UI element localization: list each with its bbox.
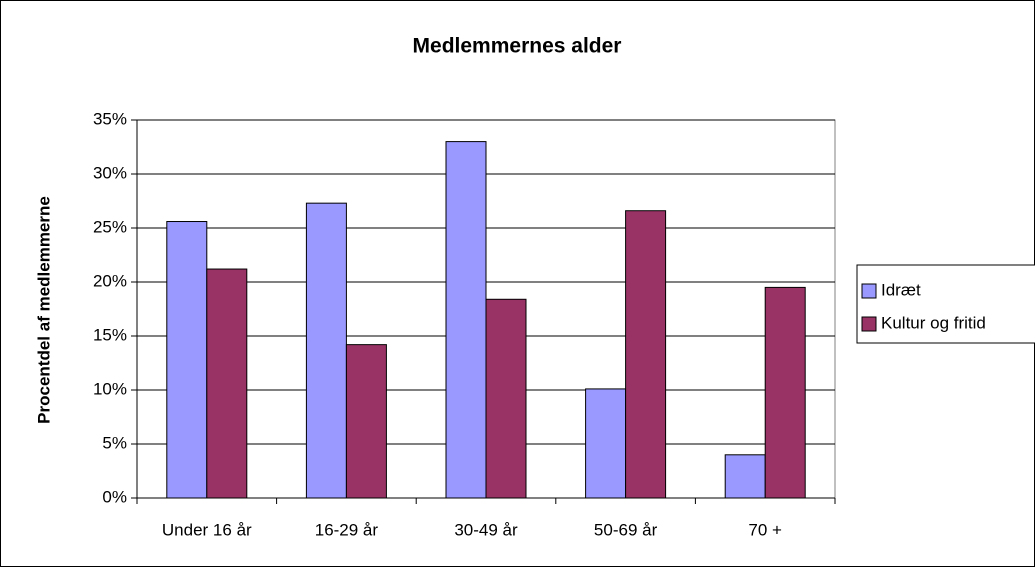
legend-swatch (861, 316, 877, 332)
legend-label: Kultur og fritid (881, 313, 986, 332)
bar (206, 268, 248, 499)
y-tick-label: 30% (93, 163, 127, 182)
x-tick-label: 70 + (748, 520, 782, 539)
y-tick-label: 25% (93, 217, 127, 236)
bar (345, 344, 387, 499)
x-tick-label: 16-29 år (315, 520, 379, 539)
y-tick-label: 15% (93, 325, 127, 344)
bar (764, 286, 806, 499)
legend-box (856, 264, 1035, 344)
y-tick-label: 20% (93, 271, 127, 290)
bar (724, 454, 766, 499)
bar (625, 210, 667, 499)
bar (445, 141, 487, 499)
bar (305, 202, 347, 499)
bar (166, 221, 208, 499)
y-tick-label: 10% (93, 379, 127, 398)
x-tick-label: 50-69 år (594, 520, 658, 539)
y-tick-label: 5% (102, 433, 127, 452)
y-tick-label: 35% (93, 109, 127, 128)
y-axis-label: Procentdel af medlemmerne (34, 196, 53, 424)
x-tick-label: Under 16 år (162, 520, 252, 539)
x-tick-label: 30-49 år (454, 520, 518, 539)
bar (485, 298, 527, 499)
legend-swatch (861, 283, 877, 299)
y-tick-label: 0% (102, 487, 127, 506)
legend-label: Idræt (881, 280, 921, 299)
chart-title: Medlemmernes alder (413, 35, 622, 58)
bar (585, 388, 627, 499)
